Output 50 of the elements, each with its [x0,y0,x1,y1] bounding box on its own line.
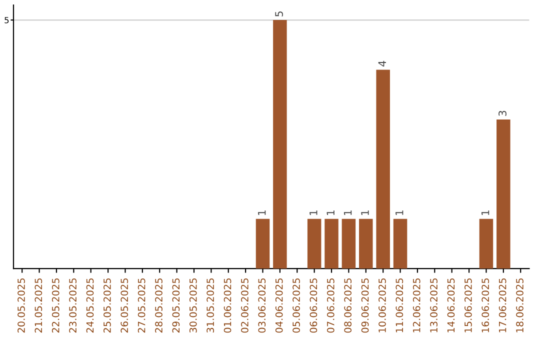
x-tick-label: 15.06.2025 [464,278,472,332]
x-tick-label: 05.06.2025 [292,278,300,333]
x-tick-label: 23.05.2025 [69,278,76,333]
x-tick-label: 25.05.2025 [104,278,111,333]
x-tick-label: 21.05.2025 [34,278,42,333]
data-label: 4 [378,60,386,66]
x-tick-label: 01.06.2025 [224,278,232,333]
x-tick-label: 13.06.2025 [430,278,438,332]
bar [359,218,373,269]
data-label: 1 [310,210,318,215]
x-tick-label: 17.06.2025 [498,278,506,332]
x-tick-label: 27.05.2025 [138,278,146,333]
bar [307,218,322,269]
data-label: 1 [326,210,334,215]
bar [342,218,356,269]
x-tick-label: 03.06.2025 [258,278,266,333]
x-tick-label: 12.06.2025 [412,278,420,332]
x-tick-label: 07.06.2025 [326,278,334,333]
data-label: 5 [275,12,283,16]
bar [376,70,390,269]
x-tick-label: 04.06.2025 [275,278,283,333]
data-label: 1 [258,210,266,215]
x-tick-label: 11.06.2025 [396,278,404,332]
x-tick-label: 18.06.2025 [516,278,524,332]
x-tick-label: 09.06.2025 [361,278,369,333]
bar [496,119,510,269]
data-label: 1 [396,210,404,215]
data-label: 3 [498,110,506,116]
data-label: 1 [344,210,352,215]
x-tick-label: 16.06.2025 [482,278,490,332]
x-tick-label: 29.05.2025 [172,278,180,333]
x-tick-label: 10.06.2025 [378,278,386,332]
data-label: 1 [361,210,369,215]
x-tick-label: 26.05.2025 [120,278,128,333]
bar [479,218,494,269]
data-label: 1 [482,210,490,215]
x-tick-label: 20.05.2025 [18,278,25,333]
bar [324,218,338,269]
x-tick-label: 24.05.2025 [86,278,94,333]
x-tick-label: 31.05.2025 [206,278,214,333]
bar [393,218,408,269]
x-tick-label: 28.05.2025 [155,278,162,333]
x-tick-label: 22.05.2025 [52,278,60,333]
bar [273,20,287,269]
x-tick-label: 06.06.2025 [310,278,318,333]
x-tick-label: 30.05.2025 [189,278,197,333]
x-tick-label: 02.06.2025 [241,278,248,333]
x-tick-label: 08.06.2025 [344,278,352,333]
bar [256,218,270,269]
x-tick-label: 14.06.2025 [447,278,455,332]
